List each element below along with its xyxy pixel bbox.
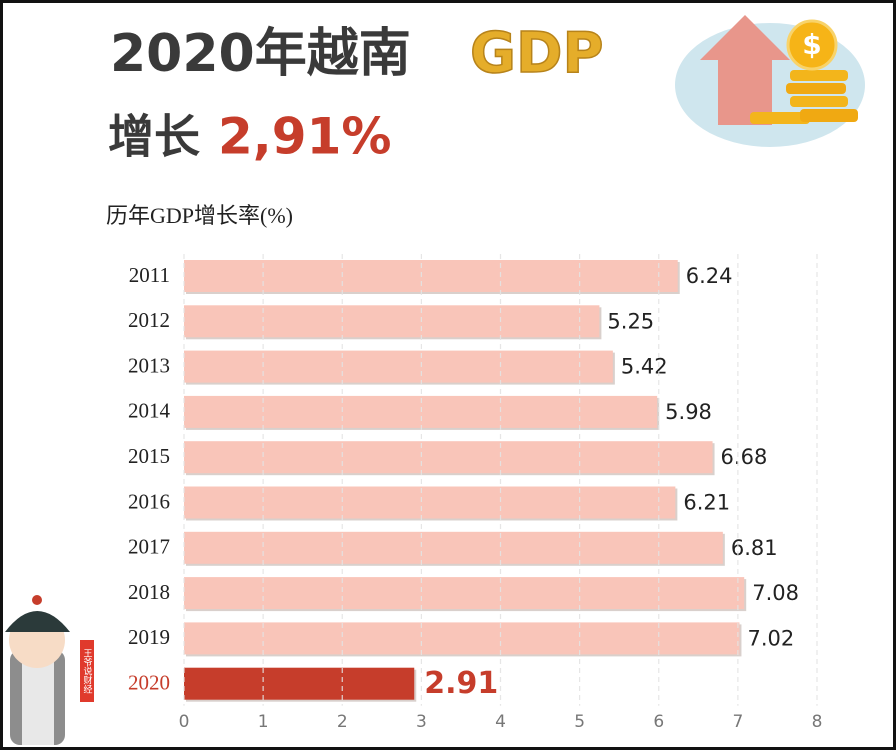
value-label: 5.98 — [665, 400, 712, 424]
x-tick-label: 6 — [653, 712, 664, 732]
growth-icon: $ — [675, 15, 865, 147]
y-tick-label: 2015 — [128, 444, 170, 468]
y-tick-label: 2012 — [128, 308, 170, 332]
x-tick-label: 1 — [258, 712, 269, 732]
y-tick-label: 2011 — [129, 263, 170, 287]
value-label: 6.24 — [686, 264, 733, 288]
y-tick-label: 2017 — [128, 535, 170, 559]
bar — [184, 531, 723, 564]
x-tick-label: 3 — [416, 712, 427, 732]
y-tick-label: 2019 — [128, 625, 170, 649]
bar — [184, 260, 678, 292]
headline-title: 2020年越南 — [110, 24, 411, 84]
headline-gdp: GDP — [470, 21, 604, 86]
bar — [184, 622, 740, 655]
value-label: 7.08 — [752, 581, 799, 605]
value-label: 5.25 — [607, 309, 654, 333]
value-label: 5.42 — [621, 355, 668, 379]
x-tick-label: 0 — [179, 712, 190, 732]
value-label: 2.91 — [424, 666, 498, 701]
chart-title: 历年GDP增长率(%) — [106, 203, 293, 228]
value-label: 7.02 — [747, 626, 794, 650]
y-tick-label: 2018 — [128, 580, 170, 604]
value-label: 6.68 — [721, 445, 768, 469]
x-tick-label: 8 — [812, 712, 823, 732]
stamp: 王爷说财经 — [82, 648, 93, 693]
bar — [184, 350, 613, 383]
bar — [184, 577, 745, 610]
bar — [184, 395, 658, 428]
y-tick-label: 2020 — [128, 671, 170, 695]
bar — [184, 441, 713, 474]
mascot — [5, 595, 94, 745]
svg-text:$: $ — [802, 28, 821, 61]
y-tick-label: 2014 — [128, 399, 171, 423]
x-tick-label: 4 — [495, 712, 506, 732]
bar — [184, 486, 676, 519]
value-label: 6.21 — [683, 491, 730, 515]
x-tick-label: 2 — [337, 712, 348, 732]
value-label: 6.81 — [731, 536, 778, 560]
headline-subtitle: 增长 — [108, 110, 200, 164]
y-tick-label: 2013 — [128, 353, 170, 377]
x-tick-label: 7 — [732, 712, 743, 732]
y-tick-label: 2016 — [128, 489, 170, 513]
headline-rate: 2,91% — [218, 108, 391, 166]
bar — [184, 667, 415, 700]
x-tick-label: 5 — [574, 712, 585, 732]
bar — [184, 305, 600, 338]
